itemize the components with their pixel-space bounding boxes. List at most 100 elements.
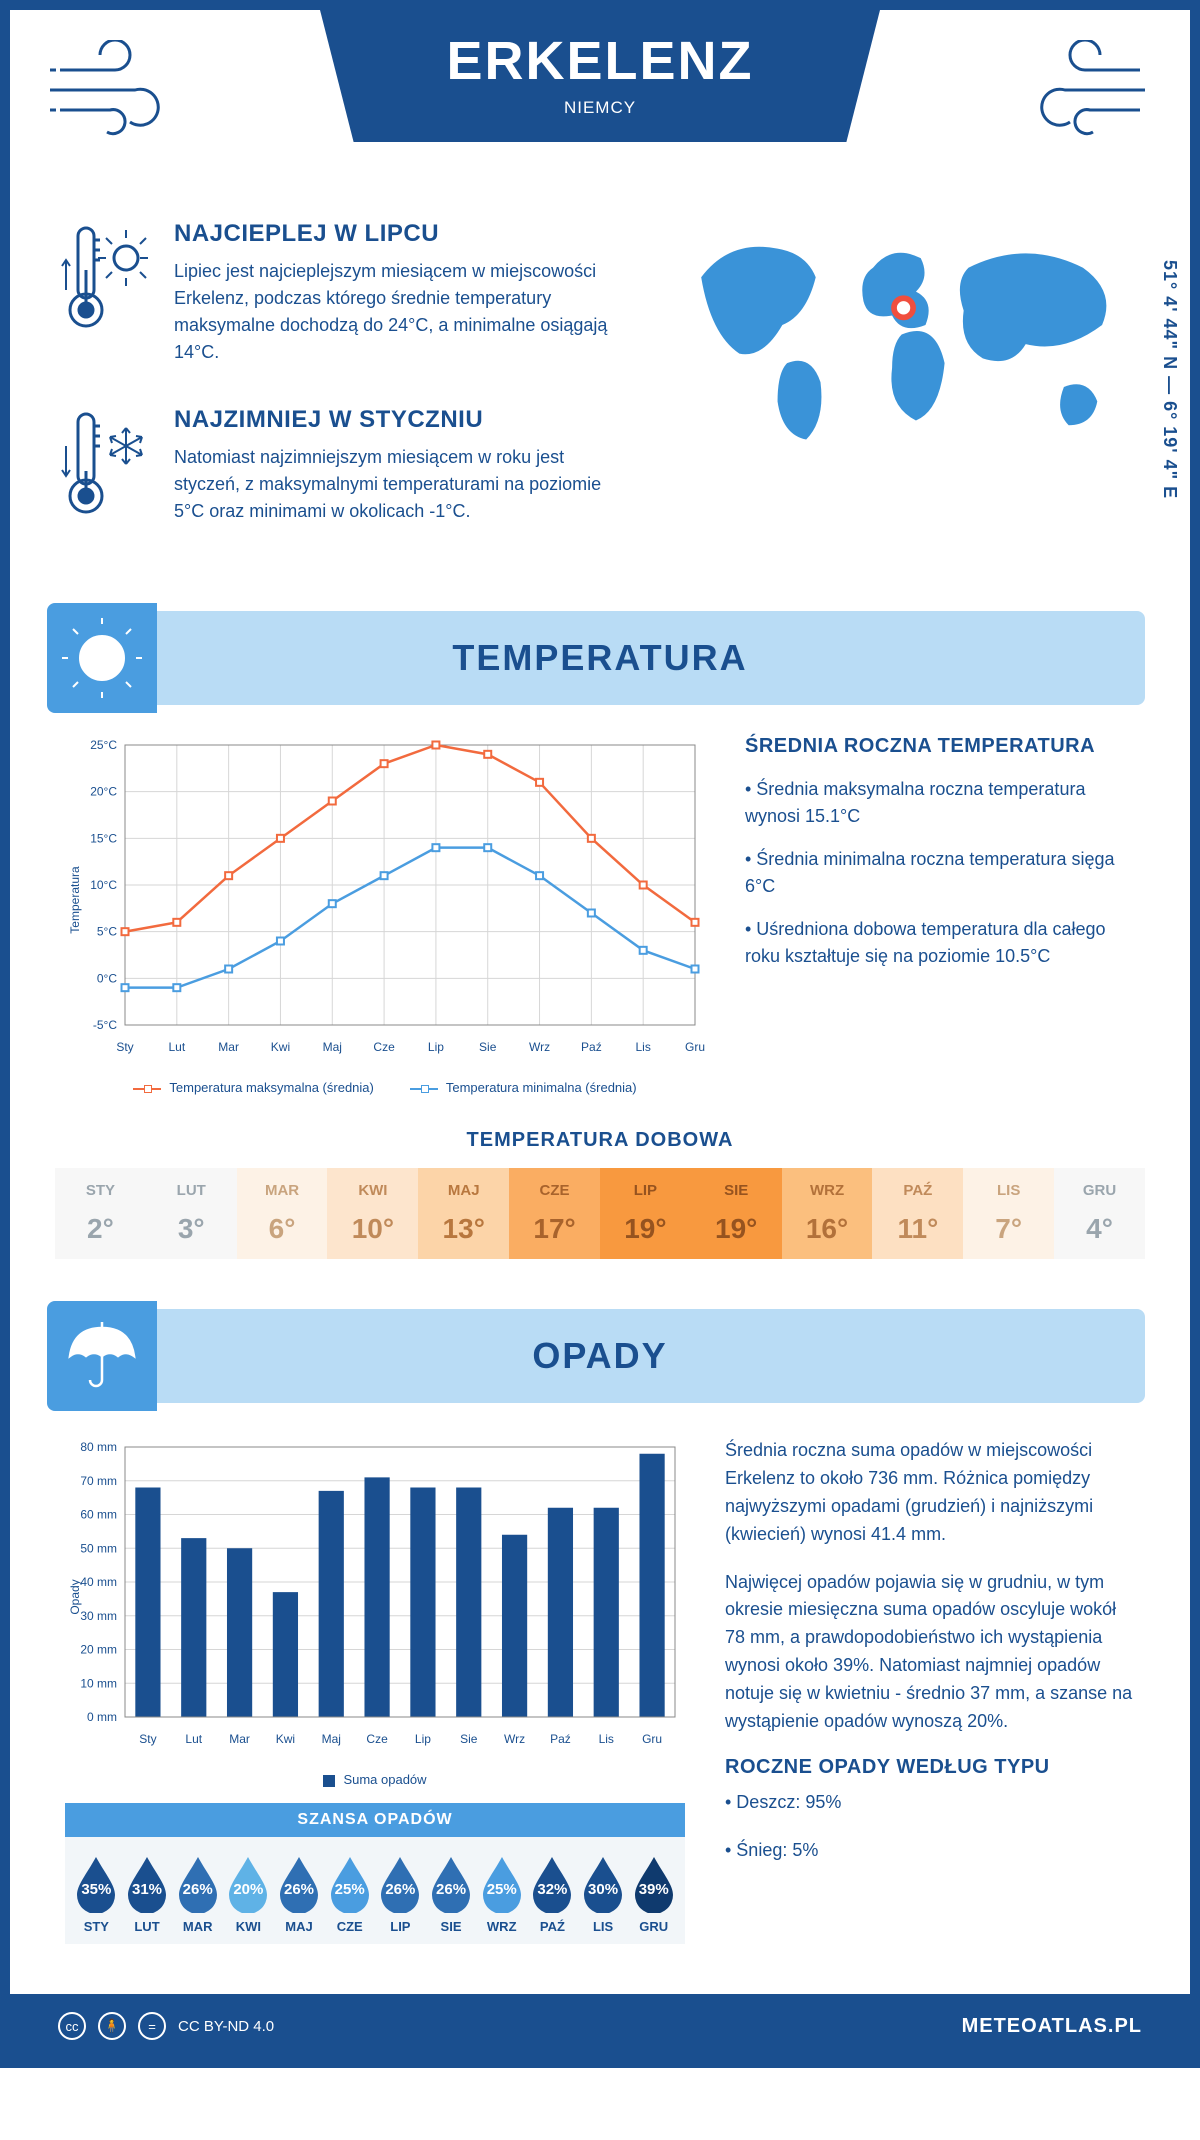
precip-type-2: • Śnieg: 5%	[725, 1837, 1135, 1865]
svg-text:Lut: Lut	[185, 1732, 202, 1746]
svg-text:Sty: Sty	[116, 1040, 133, 1054]
country-name: NIEMCY	[320, 98, 880, 118]
daily-col: WRZ16°	[782, 1168, 873, 1259]
chance-item: 39%GRU	[628, 1855, 679, 1934]
legend-precip: Suma opadów	[343, 1772, 426, 1787]
site-name: METEOATLAS.PL	[962, 2015, 1142, 2038]
svg-text:Lip: Lip	[428, 1040, 444, 1054]
svg-text:Paź: Paź	[581, 1040, 602, 1054]
svg-text:Paź: Paź	[550, 1732, 571, 1746]
svg-text:Cze: Cze	[366, 1732, 388, 1746]
world-map-icon	[663, 220, 1140, 468]
header: ERKELENZ NIEMCY	[10, 10, 1190, 190]
map-block: 51° 4' 44" N — 6° 19' 4" E	[663, 220, 1140, 571]
svg-text:-5°C: -5°C	[93, 1018, 117, 1032]
temp-info-title: ŚREDNIA ROCZNA TEMPERATURA	[745, 735, 1135, 758]
precip-bar-chart: 0 mm10 mm20 mm30 mm40 mm50 mm60 mm70 mm8…	[65, 1437, 685, 1757]
svg-text:Sie: Sie	[460, 1732, 478, 1746]
svg-text:80 mm: 80 mm	[80, 1440, 117, 1454]
daily-col: LUT3°	[146, 1168, 237, 1259]
section-head-precip: OPADY	[55, 1309, 1145, 1403]
daily-col: CZE17°	[509, 1168, 600, 1259]
precip-para1: Średnia roczna suma opadów w miejscowośc…	[725, 1437, 1135, 1549]
chance-item: 26%MAR	[172, 1855, 223, 1934]
legend-min: Temperatura minimalna (średnia)	[446, 1080, 637, 1095]
title-banner: ERKELENZ NIEMCY	[320, 10, 880, 142]
svg-text:Lip: Lip	[415, 1732, 431, 1746]
svg-text:Temperatura: Temperatura	[68, 866, 82, 934]
intro-section: NAJCIEPLEJ W LIPCU Lipiec jest najcieple…	[10, 190, 1190, 611]
temperature-block: -5°C0°C5°C10°C15°C20°C25°CTemperaturaSty…	[10, 705, 1190, 1105]
footer: cc 🧍 = CC BY-ND 4.0 METEOATLAS.PL	[10, 1994, 1190, 2058]
fact-hot: NAJCIEPLEJ W LIPCU Lipiec jest najcieple…	[60, 220, 633, 366]
fact-cold: NAJZIMNIEJ W STYCZNIU Natomiast najzimni…	[60, 406, 633, 531]
svg-text:Wrz: Wrz	[504, 1732, 525, 1746]
daily-col: LIS7°	[963, 1168, 1054, 1259]
daily-col: MAR6°	[237, 1168, 328, 1259]
svg-text:Lut: Lut	[168, 1040, 185, 1054]
legend-max: Temperatura maksymalna (średnia)	[169, 1080, 373, 1095]
wind-icon	[1020, 40, 1150, 145]
svg-text:Kwi: Kwi	[276, 1732, 295, 1746]
svg-text:15°C: 15°C	[90, 831, 117, 845]
svg-text:30 mm: 30 mm	[80, 1609, 117, 1623]
svg-text:10°C: 10°C	[90, 878, 117, 892]
chance-item: 35%STY	[71, 1855, 122, 1934]
license: cc 🧍 = CC BY-ND 4.0	[58, 2012, 274, 2040]
chart-legend: Temperatura maksymalna (średnia) Tempera…	[65, 1080, 705, 1095]
facts: NAJCIEPLEJ W LIPCU Lipiec jest najcieple…	[60, 220, 633, 571]
chance-item: 32%PAŹ	[527, 1855, 578, 1934]
precip-info: Średnia roczna suma opadów w miejscowośc…	[725, 1437, 1135, 1944]
thermometer-snow-icon	[60, 406, 150, 531]
fact-hot-title: NAJCIEPLEJ W LIPCU	[174, 220, 633, 248]
temp-info-1: • Średnia maksymalna roczna temperatura …	[745, 776, 1135, 830]
temp-info-2: • Średnia minimalna roczna temperatura s…	[745, 846, 1135, 900]
daily-col: PAŹ11°	[872, 1168, 963, 1259]
precip-type-1: • Deszcz: 95%	[725, 1789, 1135, 1817]
svg-text:Lis: Lis	[636, 1040, 651, 1054]
wind-icon	[50, 40, 180, 145]
svg-text:Maj: Maj	[323, 1040, 342, 1054]
svg-text:20°C: 20°C	[90, 785, 117, 799]
thermometer-sun-icon	[60, 220, 150, 366]
svg-text:Kwi: Kwi	[271, 1040, 290, 1054]
daily-col: GRU4°	[1054, 1168, 1145, 1259]
section-title: TEMPERATURA	[55, 637, 1145, 679]
fact-cold-text: Natomiast najzimniejszym miesiącem w rok…	[174, 444, 633, 525]
by-icon: 🧍	[98, 2012, 126, 2040]
city-name: ERKELENZ	[320, 30, 880, 92]
section-title: OPADY	[55, 1335, 1145, 1377]
svg-text:5°C: 5°C	[97, 925, 117, 939]
daily-col: LIP19°	[600, 1168, 691, 1259]
svg-text:Gru: Gru	[642, 1732, 662, 1746]
umbrella-icon	[47, 1301, 157, 1411]
chance-item: 31%LUT	[122, 1855, 173, 1934]
cc-icon: cc	[58, 2012, 86, 2040]
precip-para2: Najwięcej opadów pojawia się w grudniu, …	[725, 1569, 1135, 1736]
section-head-temperature: TEMPERATURA	[55, 611, 1145, 705]
chance-item: 26%SIE	[426, 1855, 477, 1934]
svg-text:Sty: Sty	[139, 1732, 156, 1746]
svg-text:Lis: Lis	[599, 1732, 614, 1746]
temp-info-3: • Uśredniona dobowa temperatura dla całe…	[745, 916, 1135, 970]
page: ERKELENZ NIEMCY NAJCIEP	[0, 0, 1200, 2068]
svg-text:Wrz: Wrz	[529, 1040, 550, 1054]
temperature-line-chart: -5°C0°C5°C10°C15°C20°C25°CTemperaturaSty…	[65, 735, 705, 1095]
precip-type-title: ROCZNE OPADY WEDŁUG TYPU	[725, 1756, 1135, 1779]
svg-text:10 mm: 10 mm	[80, 1676, 117, 1690]
svg-text:25°C: 25°C	[90, 738, 117, 752]
svg-text:Sie: Sie	[479, 1040, 497, 1054]
precip-left: 0 mm10 mm20 mm30 mm40 mm50 mm60 mm70 mm8…	[65, 1437, 685, 1944]
daily-col: MAJ13°	[418, 1168, 509, 1259]
daily-col: SIE19°	[691, 1168, 782, 1259]
daily-temp-table: STY2°LUT3°MAR6°KWI10°MAJ13°CZE17°LIP19°S…	[55, 1168, 1145, 1259]
chance-item: 30%LIS	[578, 1855, 629, 1934]
chance-title: SZANSA OPADÓW	[65, 1803, 685, 1837]
nd-icon: =	[138, 2012, 166, 2040]
coordinates: 51° 4' 44" N — 6° 19' 4" E	[1159, 260, 1180, 499]
svg-text:70 mm: 70 mm	[80, 1474, 117, 1488]
chance-item: 25%WRZ	[476, 1855, 527, 1934]
svg-text:Cze: Cze	[373, 1040, 395, 1054]
chance-item: 26%MAJ	[274, 1855, 325, 1934]
license-text: CC BY-ND 4.0	[178, 2018, 274, 2035]
